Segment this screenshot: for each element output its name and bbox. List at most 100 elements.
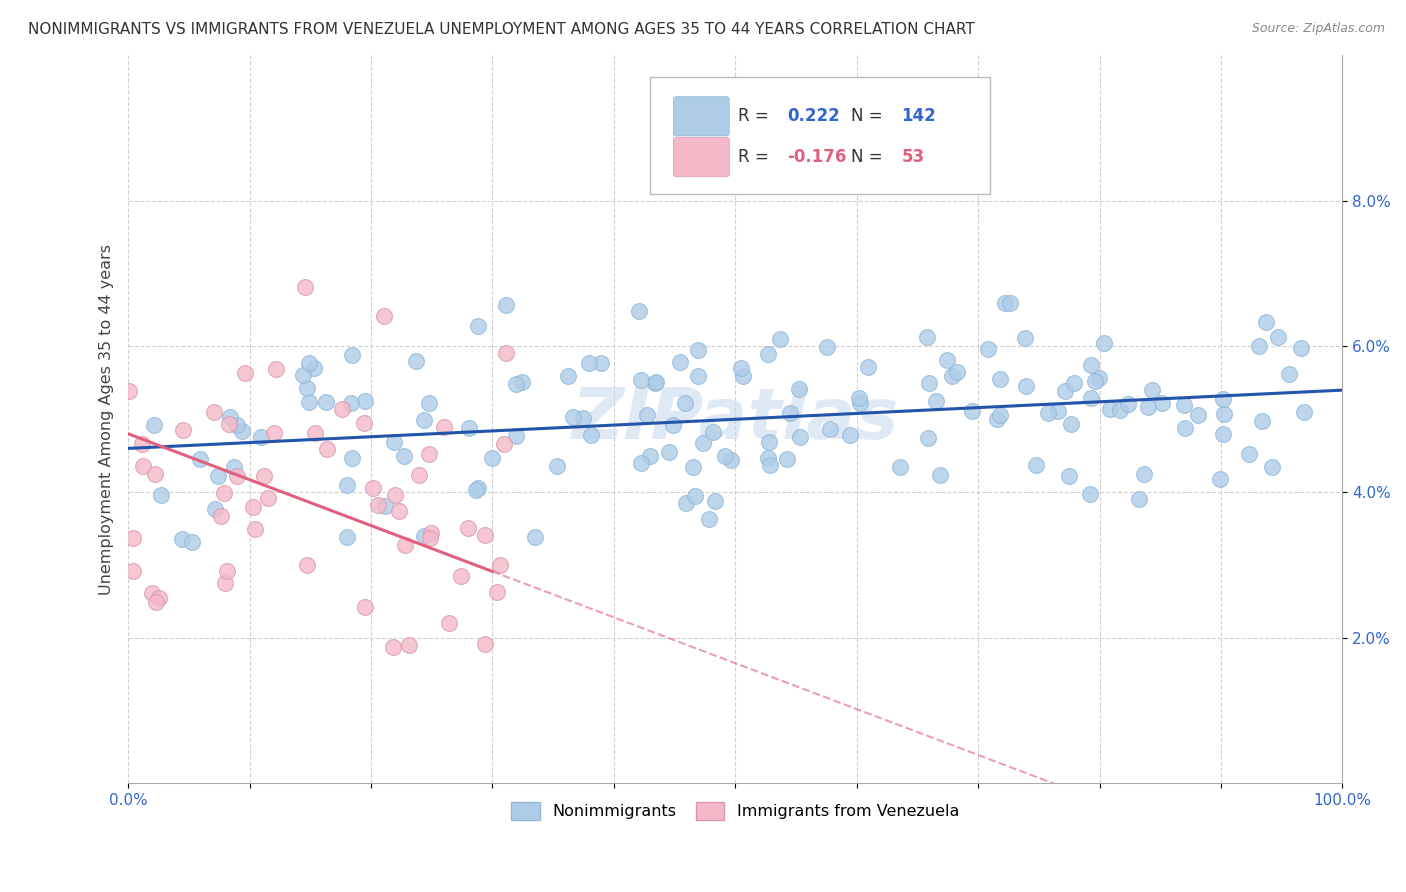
Point	[145, 595, 167, 609]
Point	[1212, 407, 1234, 421]
Y-axis label: Unemployment Among Ages 35 to 44 years: Unemployment Among Ages 35 to 44 years	[100, 244, 114, 595]
Point	[1092, 335, 1115, 350]
Point	[1014, 331, 1036, 345]
Point	[637, 408, 659, 422]
Text: 142: 142	[901, 106, 936, 125]
Point	[315, 442, 337, 457]
Point	[756, 347, 779, 361]
Point	[557, 369, 579, 384]
Text: N =: N =	[851, 148, 887, 166]
Point	[374, 500, 396, 514]
Point	[392, 449, 415, 463]
Point	[412, 529, 434, 543]
Point	[132, 458, 155, 473]
Point	[839, 428, 862, 442]
Point	[644, 376, 666, 390]
Point	[1294, 405, 1316, 419]
Point	[266, 362, 288, 376]
FancyBboxPatch shape	[651, 77, 990, 194]
Point	[294, 279, 316, 293]
Point	[330, 402, 353, 417]
Text: NONIMMIGRANTS VS IMMIGRANTS FROM VENEZUELA UNEMPLOYMENT AMONG AGES 35 TO 44 YEAR: NONIMMIGRANTS VS IMMIGRANTS FROM VENEZUE…	[28, 22, 974, 37]
Point	[495, 298, 517, 312]
Text: 0.222: 0.222	[787, 106, 841, 125]
Point	[686, 343, 709, 357]
Point	[686, 368, 709, 383]
Point	[495, 346, 517, 360]
Point	[214, 576, 236, 591]
Point	[512, 375, 534, 389]
Point	[1254, 315, 1277, 329]
Point	[849, 396, 872, 410]
Point	[692, 436, 714, 450]
Point	[335, 478, 357, 492]
Point	[1174, 421, 1197, 435]
Point	[474, 637, 496, 651]
FancyBboxPatch shape	[673, 137, 730, 177]
Point	[578, 356, 600, 370]
Point	[373, 310, 395, 324]
Point	[1098, 401, 1121, 416]
Point	[730, 361, 752, 376]
Point	[579, 427, 602, 442]
Point	[148, 591, 170, 605]
Point	[292, 368, 315, 382]
Text: Source: ZipAtlas.com: Source: ZipAtlas.com	[1251, 22, 1385, 36]
Point	[756, 450, 779, 465]
Point	[381, 640, 404, 654]
Point	[353, 417, 375, 431]
Point	[492, 437, 515, 451]
Point	[1278, 367, 1301, 381]
Point	[207, 468, 229, 483]
Point	[450, 569, 472, 583]
Point	[572, 411, 595, 425]
Point	[218, 417, 240, 431]
Point	[437, 616, 460, 631]
Text: -0.176: -0.176	[787, 148, 846, 166]
Point	[481, 450, 503, 465]
Point	[776, 451, 799, 466]
Point	[190, 452, 212, 467]
Point	[993, 295, 1015, 310]
Point	[818, 422, 841, 436]
Point	[546, 458, 568, 473]
Point	[848, 391, 870, 405]
Text: N =: N =	[851, 106, 887, 125]
Point	[172, 423, 194, 437]
Point	[977, 342, 1000, 356]
Point	[1080, 487, 1102, 501]
Point	[988, 409, 1011, 423]
Point	[815, 340, 838, 354]
Point	[1247, 339, 1270, 353]
Point	[1084, 375, 1107, 389]
Point	[645, 376, 668, 390]
Point	[457, 520, 479, 534]
Point	[673, 396, 696, 410]
Point	[170, 532, 193, 546]
Point	[630, 374, 652, 388]
Point	[243, 522, 266, 536]
Point	[505, 376, 527, 391]
Point	[1173, 398, 1195, 412]
Point	[340, 450, 363, 465]
Point	[941, 369, 963, 384]
Point	[889, 460, 911, 475]
Point	[1057, 468, 1080, 483]
Point	[702, 425, 724, 439]
Legend: Nonimmigrants, Immigrants from Venezuela: Nonimmigrants, Immigrants from Venezuela	[505, 795, 966, 826]
Point	[1025, 458, 1047, 472]
Point	[253, 469, 276, 483]
Point	[918, 376, 941, 390]
Point	[936, 352, 959, 367]
Point	[505, 429, 527, 443]
Point	[408, 468, 430, 483]
Point	[630, 456, 652, 470]
Point	[419, 526, 441, 541]
Point	[1212, 426, 1234, 441]
Point	[682, 460, 704, 475]
Point	[488, 558, 510, 572]
Point	[367, 499, 389, 513]
Point	[419, 531, 441, 545]
Point	[917, 431, 939, 445]
Point	[703, 494, 725, 508]
